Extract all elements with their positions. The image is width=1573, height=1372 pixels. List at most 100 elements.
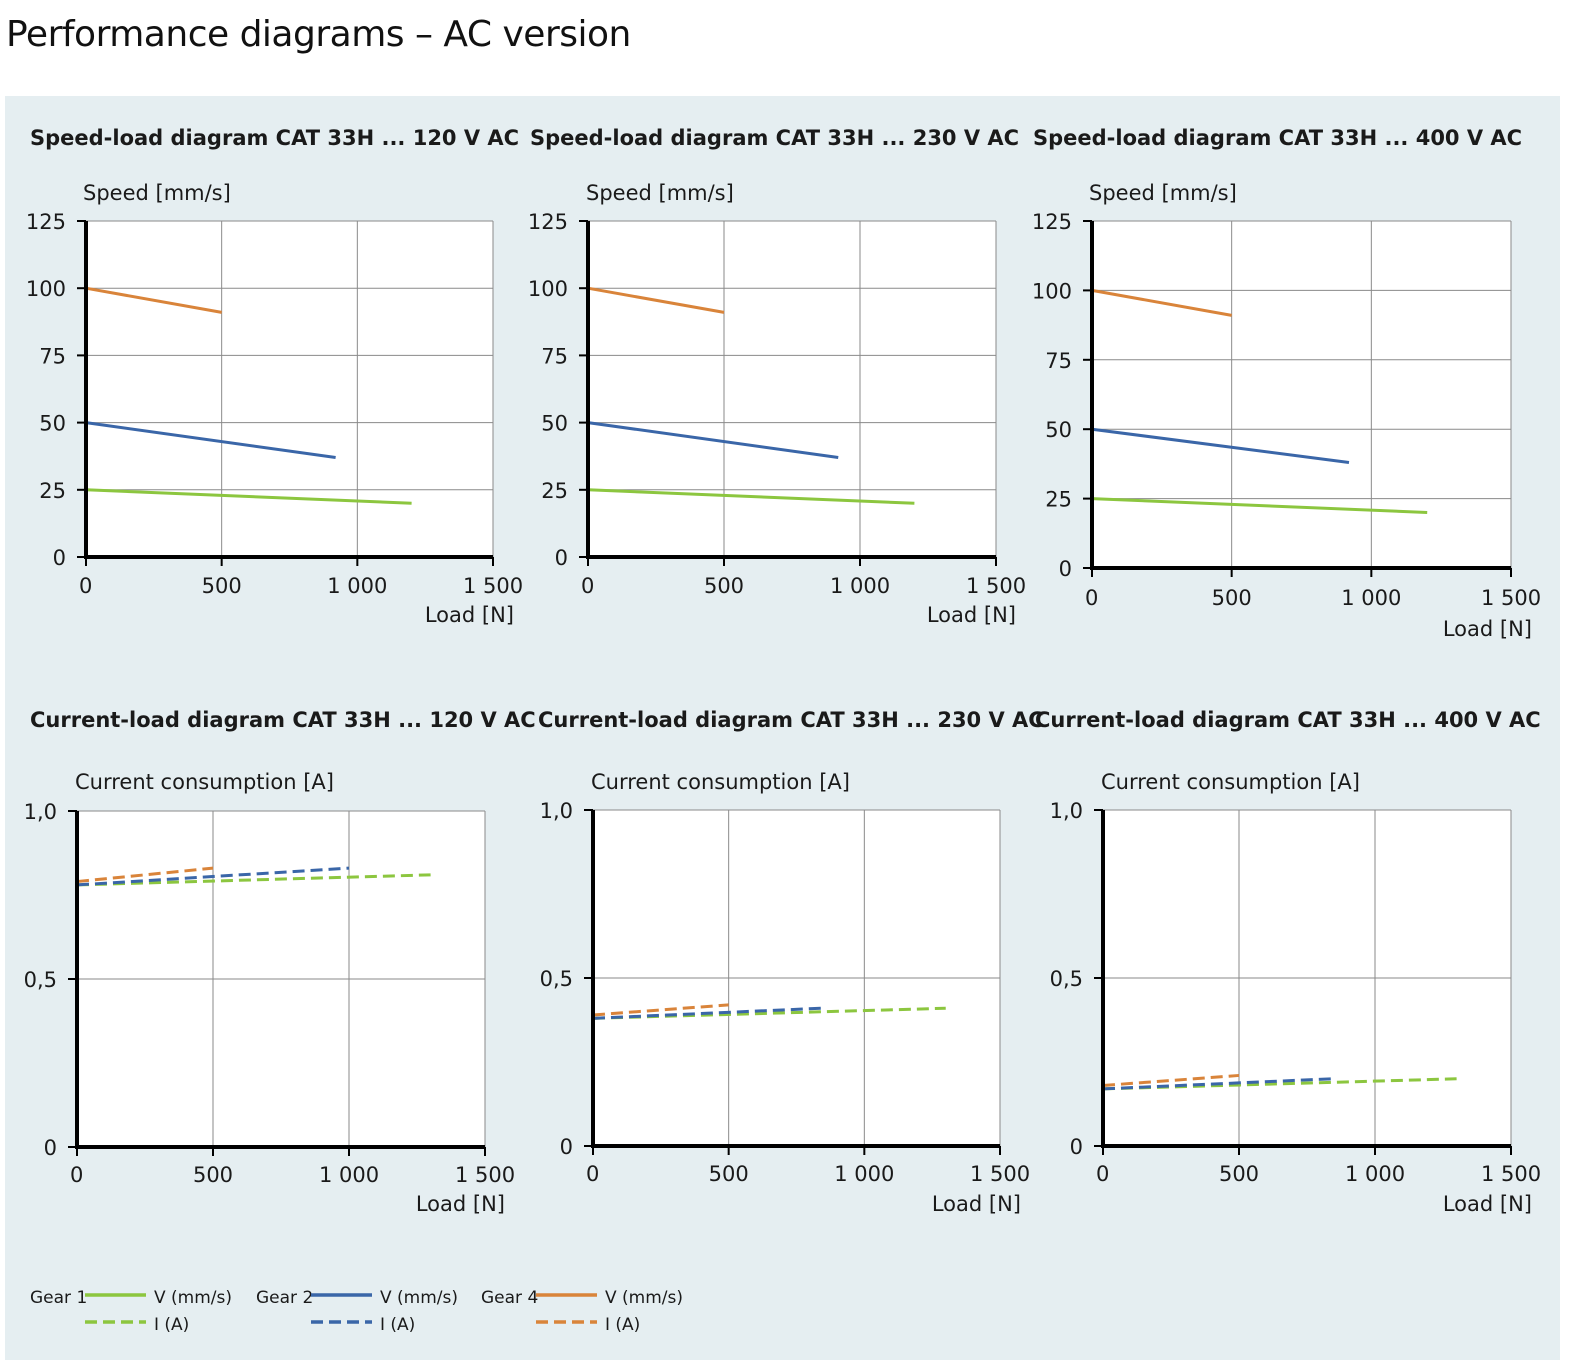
x-tick-label: 1 500 [970, 1162, 1030, 1186]
x-tick-label: 1 000 [1341, 586, 1401, 610]
y-tick-label: 125 [26, 210, 66, 234]
series-line-2 [85, 421, 336, 460]
y-tick-label: 1,0 [540, 799, 573, 823]
legend-gear-label: Gear 1 [30, 1288, 87, 1308]
chart-6: 0 0,5 1,0 0 500 1 000 1 500 Current-load diagra… [1035, 708, 1541, 1216]
series-line-2 [76, 866, 350, 887]
series-line-3 [1102, 1073, 1240, 1088]
chart-title: Current-load diagram CAT 33H ... 230 V A… [538, 708, 1044, 732]
y-tick-label: 125 [1032, 210, 1072, 234]
y-tick-label: 0,5 [24, 968, 57, 992]
y-tick-label: 125 [528, 210, 568, 234]
series-line-1 [85, 488, 412, 505]
y-axis-title: Speed [mm/s] [586, 181, 734, 205]
y-axis-title: Current consumption [A] [591, 770, 850, 794]
legend-v-label: V (mm/s) [605, 1288, 683, 1308]
legend-i-label: I (A) [605, 1315, 640, 1335]
x-tick-label: 0 [581, 574, 594, 598]
x-tick-label: 1 000 [1345, 1162, 1405, 1186]
y-tick-label: 0 [1070, 1135, 1083, 1159]
legend-i-label: I (A) [154, 1315, 189, 1335]
series-line-3 [85, 286, 222, 314]
x-axis-title: Load [N] [927, 603, 1016, 627]
legend-v-label: V (mm/s) [380, 1288, 458, 1308]
y-axis-title: Speed [mm/s] [1089, 181, 1237, 205]
plot-area [588, 221, 996, 557]
y-tick-label: 100 [26, 277, 66, 301]
legend-v-label: V (mm/s) [154, 1288, 232, 1308]
series-line-1 [1091, 497, 1428, 514]
y-tick-label: 50 [541, 412, 568, 436]
series-line-2 [1102, 1077, 1332, 1091]
chart-2: 0 25 50 75 100 125 0 500 1 000 1 500 Speed-load di… [528, 126, 1026, 627]
y-tick-label: 0,5 [540, 967, 573, 991]
x-axis-title: Load [N] [416, 1192, 505, 1216]
x-tick-label: 500 [1219, 1162, 1259, 1186]
chart-4: 0 0,5 1,0 0 500 1 000 1 500 Current-load diagra… [24, 708, 536, 1216]
chart-title: Current-load diagram CAT 33H ... 400 V A… [1035, 708, 1541, 732]
y-axis-title: Current consumption [A] [1101, 770, 1360, 794]
series-line-3 [592, 1003, 729, 1017]
x-tick-label: 0 [586, 1162, 599, 1186]
x-axis-title: Load [N] [1443, 1192, 1532, 1216]
x-tick-label: 1 500 [1481, 1162, 1541, 1186]
y-tick-label: 0 [1059, 557, 1072, 581]
x-tick-label: 0 [1096, 1162, 1109, 1186]
y-tick-label: 1,0 [24, 800, 57, 824]
chart-1: 0 25 50 75 100 125 0 500 1 000 1 500 Speed-load di… [26, 126, 523, 627]
y-tick-label: 25 [541, 479, 568, 503]
legend-i-label: I (A) [380, 1315, 415, 1335]
y-tick-label: 0 [53, 546, 66, 570]
x-tick-label: 500 [193, 1163, 233, 1187]
y-tick-label: 75 [39, 344, 66, 368]
y-tick-label: 100 [1032, 279, 1072, 303]
x-tick-label: 1 500 [463, 574, 523, 598]
legend-gear-label: Gear 2 [256, 1288, 313, 1308]
x-tick-label: 500 [709, 1162, 749, 1186]
x-tick-label: 0 [1085, 586, 1098, 610]
x-tick-label: 1 000 [834, 1162, 894, 1186]
y-tick-label: 100 [528, 277, 568, 301]
chart-title: Speed-load diagram CAT 33H ... 120 V AC [30, 126, 519, 150]
x-tick-label: 500 [202, 574, 242, 598]
chart-3: 0 25 50 75 100 125 0 500 1 000 1 500 Speed-load di… [1032, 126, 1541, 641]
y-tick-label: 0 [555, 546, 568, 570]
series-line-2 [1091, 427, 1350, 464]
x-axis-title: Load [N] [1443, 617, 1532, 641]
x-tick-label: 1 000 [327, 574, 387, 598]
x-tick-label: 1 000 [830, 574, 890, 598]
y-axis-title: Speed [mm/s] [83, 181, 231, 205]
series-line-1 [76, 873, 431, 887]
x-tick-label: 1 500 [966, 574, 1026, 598]
y-tick-label: 0 [44, 1136, 57, 1160]
series-line-3 [76, 866, 214, 884]
y-tick-label: 1,0 [1050, 799, 1083, 823]
series-line-3 [587, 286, 725, 314]
legend-gear-label: Gear 4 [481, 1288, 538, 1308]
series-line-3 [1091, 288, 1232, 317]
y-tick-label: 75 [541, 344, 568, 368]
y-tick-label: 25 [39, 479, 66, 503]
y-tick-label: 25 [1045, 488, 1072, 512]
chart-title: Speed-load diagram CAT 33H ... 400 V AC [1033, 126, 1522, 150]
chart-5: 0 0,5 1,0 0 500 1 000 1 500 Current-load diagra… [538, 708, 1044, 1216]
y-axis-title: Current consumption [A] [75, 770, 334, 794]
x-tick-label: 1 500 [455, 1163, 515, 1187]
x-axis-title: Load [N] [425, 603, 514, 627]
y-tick-label: 50 [1045, 418, 1072, 442]
plot-area [86, 221, 493, 557]
legend-item-1: Gear 1 V (mm/s) I (A) [30, 1288, 232, 1335]
plot-area [1092, 221, 1511, 568]
series-line-1 [587, 488, 915, 505]
y-tick-label: 75 [1045, 349, 1072, 373]
series-line-2 [587, 421, 839, 460]
x-tick-label: 1 500 [1481, 586, 1541, 610]
chart-title: Speed-load diagram CAT 33H ... 230 V AC [530, 126, 1019, 150]
y-tick-label: 0 [560, 1135, 573, 1159]
x-tick-label: 500 [1212, 586, 1252, 610]
page-title: Performance diagrams – AC version [6, 14, 631, 55]
x-tick-label: 0 [79, 574, 92, 598]
x-axis-title: Load [N] [932, 1192, 1021, 1216]
